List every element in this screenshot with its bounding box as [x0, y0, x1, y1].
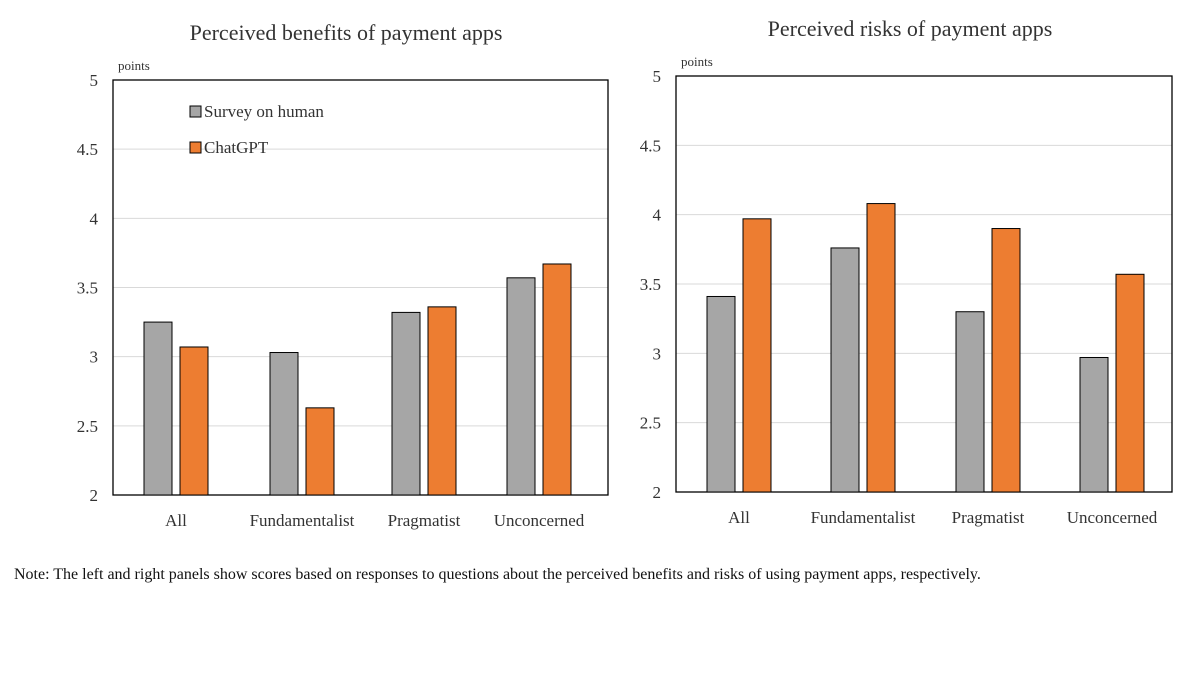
plot-frame — [112, 79, 609, 496]
bar-chatgpt — [866, 203, 896, 493]
bar-survey — [706, 295, 736, 493]
legend-swatch — [189, 105, 202, 118]
y-tick-label: 3.5 — [77, 279, 98, 298]
x-category-label: All — [728, 508, 750, 527]
y-tick-label: 4 — [653, 206, 662, 225]
x-category-label: Pragmatist — [388, 511, 461, 530]
y-tick-label: 2 — [653, 483, 662, 502]
plot-frame — [675, 75, 1173, 493]
benefits-panel: Perceived benefits of payment apps points… — [77, 20, 609, 530]
bar-survey — [1079, 356, 1109, 493]
y-axis-unit-label: points — [681, 54, 713, 69]
figure: Perceived benefits of payment apps points… — [77, 16, 1173, 530]
x-category-label: Fundamentalist — [250, 511, 355, 530]
bar-survey — [955, 311, 985, 493]
y-tick-label: 4.5 — [640, 136, 661, 155]
y-axis-unit-label: points — [118, 58, 150, 73]
bar-survey — [391, 311, 421, 496]
x-category-label: Unconcerned — [494, 511, 585, 530]
x-category-label: Pragmatist — [952, 508, 1025, 527]
y-tick-label: 2 — [90, 486, 99, 505]
figure-note: Note: The left and right panels show sco… — [14, 566, 981, 583]
y-tick-label: 5 — [90, 71, 99, 90]
bar-survey — [506, 277, 536, 496]
bar-survey — [830, 247, 860, 493]
x-category-label: Fundamentalist — [811, 508, 916, 527]
chart-title: Perceived benefits of payment apps — [190, 20, 503, 45]
y-tick-label: 3 — [653, 344, 662, 363]
y-tick-label: 4.5 — [77, 140, 98, 159]
bar-chatgpt — [542, 263, 572, 496]
bar-survey — [143, 321, 173, 496]
legend-label: ChatGPT — [204, 138, 269, 157]
bar-chatgpt — [991, 228, 1021, 493]
bar-chatgpt — [427, 306, 457, 496]
y-tick-label: 3 — [90, 348, 99, 367]
bar-chatgpt — [305, 407, 335, 496]
chart-title: Perceived risks of payment apps — [768, 16, 1053, 41]
x-category-label: All — [165, 511, 187, 530]
y-tick-label: 4 — [90, 209, 99, 228]
y-tick-label: 2.5 — [640, 414, 661, 433]
bar-chatgpt — [179, 346, 209, 496]
legend-swatch — [189, 141, 202, 154]
bar-chatgpt — [742, 218, 772, 493]
bar-chatgpt — [1115, 273, 1145, 493]
y-tick-label: 3.5 — [640, 275, 661, 294]
bar-survey — [269, 352, 299, 496]
legend-label: Survey on human — [204, 102, 324, 121]
risks-panel: Perceived risks of payment apps points 2 2.… — [640, 16, 1173, 527]
y-tick-label: 2.5 — [77, 417, 98, 436]
y-tick-label: 5 — [653, 67, 662, 86]
x-category-label: Unconcerned — [1067, 508, 1158, 527]
